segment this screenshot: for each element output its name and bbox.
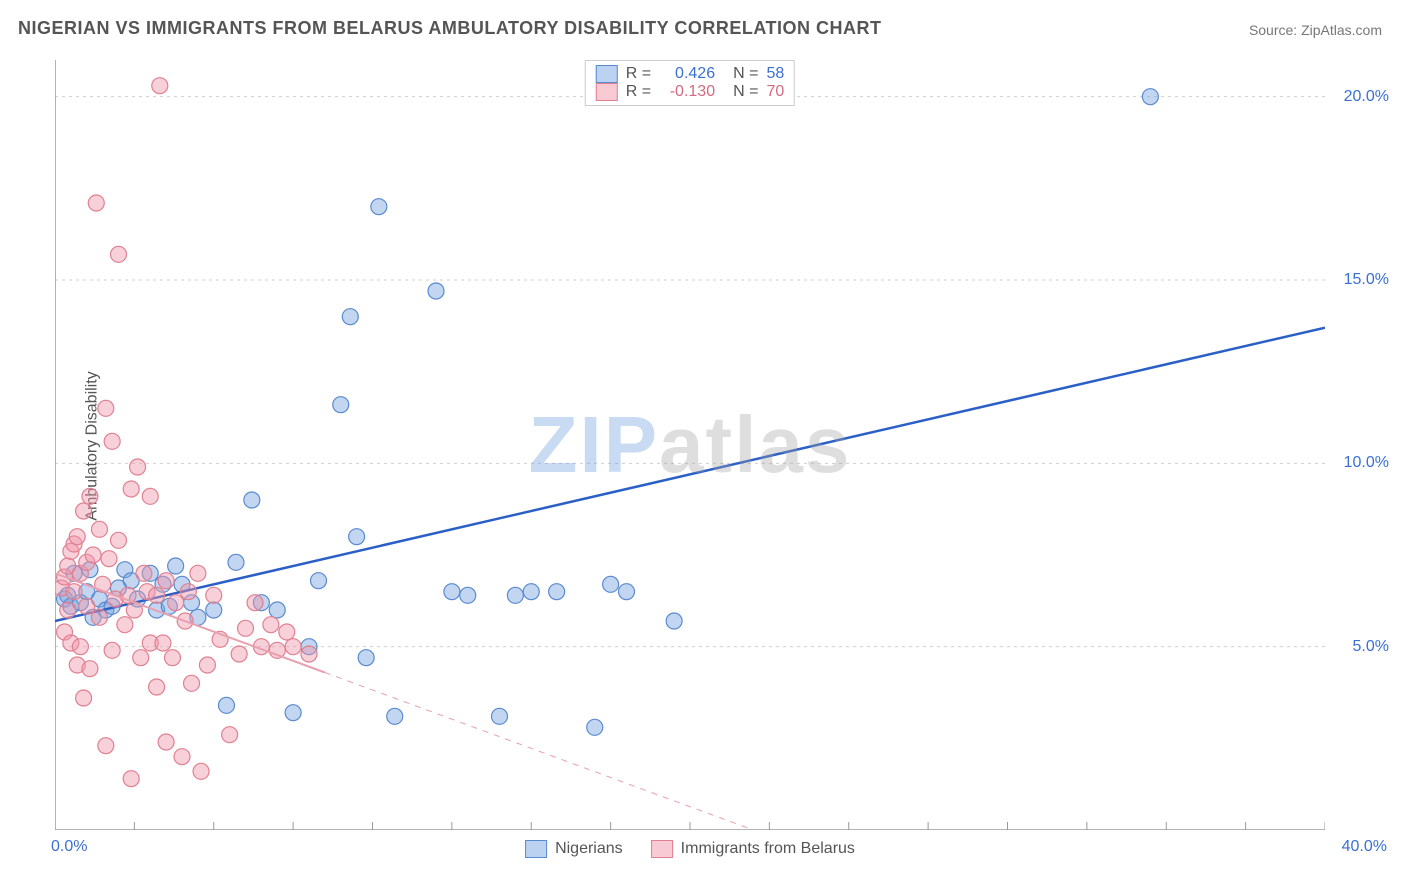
legend-top: R = 0.426 N = 58 R = -0.130 N = 70 bbox=[585, 60, 795, 106]
legend-bottom-item: Immigrants from Belarus bbox=[651, 840, 855, 858]
y-tick-label: 15.0% bbox=[1344, 271, 1389, 289]
legend-bottom: Nigerians Immigrants from Belarus bbox=[525, 840, 855, 858]
legend-series-label: Nigerians bbox=[555, 840, 623, 858]
legend-n-label: N = bbox=[733, 65, 758, 83]
chart-container: NIGERIAN VS IMMIGRANTS FROM BELARUS AMBU… bbox=[0, 0, 1406, 892]
legend-r-value: -0.130 bbox=[659, 83, 715, 101]
legend-bottom-item: Nigerians bbox=[525, 840, 623, 858]
x-tick-right: 40.0% bbox=[1342, 838, 1387, 856]
x-tick-left: 0.0% bbox=[51, 838, 87, 856]
legend-n-value: 70 bbox=[766, 83, 784, 101]
chart-svg bbox=[55, 60, 1325, 830]
legend-top-row: R = 0.426 N = 58 bbox=[596, 65, 784, 83]
legend-r-label: R = bbox=[626, 65, 651, 83]
source-value: ZipAtlas.com bbox=[1301, 22, 1382, 38]
legend-r-value: 0.426 bbox=[659, 65, 715, 83]
legend-r-label: R = bbox=[626, 83, 651, 101]
y-tick-label: 10.0% bbox=[1344, 454, 1389, 472]
chart-title: NIGERIAN VS IMMIGRANTS FROM BELARUS AMBU… bbox=[18, 18, 882, 39]
legend-series-label: Immigrants from Belarus bbox=[681, 840, 855, 858]
legend-swatch bbox=[525, 840, 547, 858]
y-tick-label: 20.0% bbox=[1344, 88, 1389, 106]
y-tick-label: 5.0% bbox=[1353, 638, 1389, 656]
legend-swatch bbox=[596, 83, 618, 101]
source-prefix: Source: bbox=[1249, 22, 1301, 38]
legend-swatch bbox=[596, 65, 618, 83]
legend-swatch bbox=[651, 840, 673, 858]
legend-n-label: N = bbox=[733, 83, 758, 101]
legend-top-row: R = -0.130 N = 70 bbox=[596, 83, 784, 101]
chart-plot-area: ZIPatlas 5.0%10.0%15.0%20.0% 0.0% 40.0% … bbox=[55, 60, 1325, 830]
legend-n-value: 58 bbox=[766, 65, 784, 83]
source-label: Source: ZipAtlas.com bbox=[1249, 22, 1382, 38]
